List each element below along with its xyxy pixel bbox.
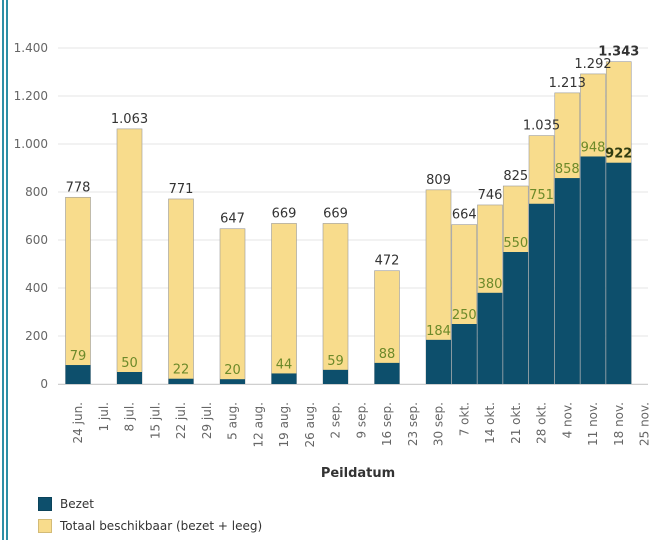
x-tick-label: 8 jul. [123,402,137,432]
data-label-total: 746 [478,188,503,203]
data-label-total: 771 [169,182,194,197]
data-label-total: 778 [66,180,91,195]
y-tick-label: 1.200 [14,89,48,103]
x-tick-label: 25 nov. [638,402,652,446]
data-label-total: 1.035 [523,119,560,134]
x-tick-label: 4 nov. [560,402,574,438]
data-labels: 778 79 1.063 50 771 22 647 20 669 44 669 59 472 88 809… [66,45,640,379]
bar-total [116,128,143,385]
bar-total [219,228,246,385]
data-label-occupied: 184 [426,324,451,339]
data-label-total: 664 [452,208,477,223]
bar-occupied [580,156,606,384]
x-tick-label: 28 okt. [535,402,549,444]
x-tick-label: 5 aug. [226,402,240,440]
data-label-occupied: 250 [452,308,477,323]
bar-occupied [271,373,297,384]
x-tick-label: 26 aug. [303,402,317,447]
data-label-occupied: 380 [478,277,503,292]
data-label-occupied: 88 [379,347,396,362]
legend-item-bezet: Bezet [38,494,262,514]
y-tick-label: 400 [25,281,48,295]
legend-label-totaal: Totaal beschikbaar (bezet + leeg) [60,519,263,533]
x-tick-label: 30 sep. [432,402,446,446]
data-label-occupied: 79 [70,349,87,364]
data-label-total: 647 [220,212,245,227]
data-label-total: 1.292 [574,57,611,72]
x-tick-label: 14 okt. [483,402,497,444]
x-axis-title: Peildatum [321,466,395,481]
data-label-total: 669 [272,206,297,221]
legend-swatch-bezet [38,497,52,511]
bar-total [168,198,194,385]
y-tick-label: 0 [40,377,48,391]
bar-occupied [503,252,529,384]
x-tick-label: 24 jun. [71,402,85,443]
x-tick-label: 11 nov. [586,402,600,446]
data-label-total: 825 [503,169,528,184]
legend-item-totaal: Totaal beschikbaar (bezet + leeg) [38,516,262,536]
bar-occupied [451,324,477,384]
data-label-total: 809 [426,173,451,188]
data-label-occupied: 44 [276,357,293,372]
x-tick-label: 18 nov. [612,402,626,446]
x-tick-label: 12 aug. [251,402,265,447]
data-label-occupied: 20 [224,363,241,378]
data-label-total: 472 [375,254,400,269]
x-axis: 24 jun. 1 jul. 8 jul. 15 jul. 22 jul. 29 jul.… [58,384,652,447]
y-tick-label: 200 [25,329,48,343]
x-tick-label: 23 sep. [406,402,420,446]
data-label-occupied: 858 [555,162,580,177]
bar-total [322,223,349,385]
bar-total [65,196,91,385]
legend: Bezet Totaal beschikbaar (bezet + leeg) [38,494,262,538]
data-label-occupied: 59 [327,354,344,369]
bar-occupied [220,379,245,384]
data-label-total: 1.213 [549,76,586,91]
x-tick-label: 21 okt. [509,402,523,444]
window-frame [0,0,8,540]
data-label-total: 1.063 [111,112,148,127]
legend-label-bezet: Bezet [60,497,95,511]
data-label-occupied: 50 [121,356,138,371]
bar-occupied [117,372,142,384]
y-tick-label: 1.400 [14,41,48,55]
x-tick-label: 9 sep. [354,402,368,439]
y-tick-label: 1.000 [14,137,48,151]
data-label-occupied: 751 [529,188,554,203]
bar-occupied [606,162,632,384]
bar-occupied [426,339,451,384]
x-tick-label: 1 jul. [97,402,111,432]
data-label-occupied: 948 [581,140,606,155]
x-tick-label: 16 sep. [380,402,394,446]
data-label-occupied: 550 [503,236,528,251]
x-tick-label: 15 jul. [148,402,162,439]
data-label-total: 669 [323,206,348,221]
bars [65,61,632,385]
x-tick-label: 22 jul. [174,402,188,439]
bar-occupied [554,178,580,384]
bar-occupied [374,362,400,384]
y-tick-label: 800 [25,185,48,199]
bar-occupied [65,365,91,384]
bar-occupied [529,203,554,384]
y-tick-label: 600 [25,233,48,247]
bar-total [271,223,297,385]
y-axis: 0 200 400 600 800 1.000 1.200 1.400 [14,41,48,391]
bar-occupied [477,292,503,384]
bar-occupied [168,378,194,384]
data-label-total: 1.343 [598,45,639,60]
x-tick-label: 7 okt. [457,402,471,436]
legend-swatch-totaal [38,519,52,533]
x-tick-label: 29 jul. [200,402,214,439]
data-label-occupied: 922 [605,147,632,162]
data-label-occupied: 22 [173,363,190,378]
bar-occupied [323,369,348,384]
x-tick-label: 2 sep. [329,402,343,439]
x-tick-label: 19 aug. [277,402,291,447]
